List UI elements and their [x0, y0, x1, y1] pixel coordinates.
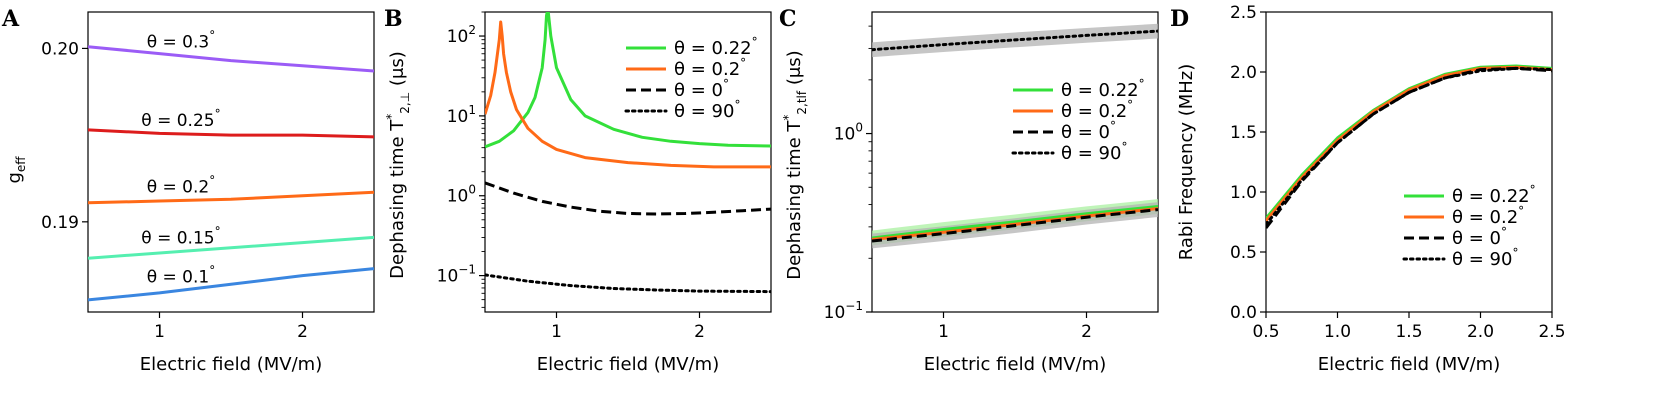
panel-d-legend-label: θ = 0°: [1452, 225, 1507, 249]
panel-d-xtick-label: 0.5: [1252, 322, 1279, 342]
panel-d-series-line: [1266, 65, 1552, 222]
panel-b-xtick-label: 2: [694, 322, 705, 342]
panel-d-ylabel: Rabi Frequency (MHz): [1176, 64, 1197, 261]
panel-c-letter: C: [779, 6, 797, 32]
panel-b-xlabel: Electric field (MV/m): [537, 354, 719, 375]
panel-c-series-line: [872, 208, 1158, 243]
panel-b-letter: B: [384, 6, 403, 32]
panel-c-ylabel-main: Dephasing time T: [784, 120, 805, 280]
panel-d-legend-label: θ = 0.22°: [1452, 183, 1536, 207]
panel-a-curve-label: θ = 0.25°: [141, 107, 220, 131]
panel-d-series-line: [1266, 66, 1552, 226]
panel-b-series-line: [485, 12, 771, 149]
panel-c-ticks: 1 2 10−1 100: [824, 25, 1092, 342]
panel-b-series: [485, 12, 771, 294]
panel-c-legend: θ = 0.22°θ = 0.2°θ = 0°θ = 90°: [1011, 77, 1145, 164]
panel-c: C 1 2 10−1 100 θ = 0.22°θ = 0.2°θ = 0°θ = 9…: [779, 6, 1159, 375]
panel-a-ylabel-sub: eff: [14, 156, 28, 172]
panel-a-letter: A: [1, 6, 20, 32]
panel-b-legend-label: θ = 0.22°: [674, 35, 758, 59]
panel-c-xtick-label: 2: [1081, 322, 1092, 342]
panel-a-series: θ = 0.3° θ = 0.25° θ = 0.2° θ = 0.15° θ = 0.…: [88, 29, 374, 302]
panel-a-ylabel-main: g: [4, 172, 25, 183]
panel-d: D 0.5 1.0 1.5 2.0 2.50.00.51.01.52.02.5 θ = …: [1170, 3, 1566, 375]
panel-b: B 1 2 10−1 100 101 102 θ = 0.22°θ = 0.2°θ = 0…: [384, 6, 772, 375]
panel-b-series-line: [485, 181, 771, 216]
panel-a-ytick-label: 0.19: [41, 213, 79, 233]
panel-a-curve-label: θ = 0.1°: [147, 263, 216, 287]
panel-b-frame: [484, 11, 772, 313]
panel-c-series-line: [872, 29, 1158, 52]
panel-d-ytick-label: 2.5: [1230, 3, 1257, 23]
panel-c-series: [872, 23, 1158, 249]
panel-a: A 1 20.190.20 θ = 0.3°θ = 0.25°θ = 0.2°θ …: [1, 6, 375, 375]
panel-c-legend-label: θ = 0.2°: [1061, 98, 1133, 122]
panel-d-ytick-label: 2.0: [1230, 63, 1257, 83]
panel-d-ytick-label: 1.5: [1230, 123, 1257, 143]
panel-a-xtick-label: 2: [297, 322, 308, 342]
panel-c-ylabel-sub: 2,tlf: [795, 90, 809, 114]
panel-d-series: [1266, 64, 1552, 229]
panel-b-legend-label: θ = 0°: [674, 77, 729, 101]
panel-a-curve-label: θ = 0.2°: [147, 173, 216, 197]
panel-a-ticks: 1 2 0.19 0.20: [41, 39, 308, 342]
panel-d-xlabel: Electric field (MV/m): [1318, 354, 1500, 375]
panel-c-ytick-label: 100: [834, 121, 863, 145]
panel-b-ytick-label: 100: [447, 183, 476, 207]
panel-b-xtick-label: 1: [551, 322, 562, 342]
panel-d-legend-label: θ = 90°: [1452, 246, 1518, 270]
panel-d-ytick-label: 1.0: [1230, 183, 1257, 203]
panel-d-legend-label: θ = 0.2°: [1452, 204, 1524, 228]
panel-b-legend-label: θ = 90°: [674, 98, 740, 122]
panel-b-ylabel-main: Dephasing time T: [387, 119, 408, 279]
panel-a-curve-label: θ = 0.15°: [141, 224, 220, 248]
panel-d-xtick-label: 2.0: [1467, 322, 1494, 342]
panel-b-series-line: [485, 20, 771, 169]
panel-c-xtick-label: 1: [938, 322, 949, 342]
panel-a-ylabel: geff: [4, 156, 28, 184]
panel-a-xlabel: Electric field (MV/m): [140, 354, 322, 375]
panel-d-ytick-label: 0.0: [1230, 303, 1257, 323]
panel-b-ytick-label: 101: [447, 103, 476, 127]
panel-b-ylabel-sub: 2,⊥: [398, 92, 412, 114]
panel-d-ytick-label: 0.5: [1230, 243, 1257, 263]
panel-a-series-line: [88, 45, 374, 73]
panel-c-ytick-label: 10−1: [824, 299, 863, 323]
panel-b-ytick-label: 10−1: [437, 263, 476, 287]
panel-a-series-line: [88, 190, 374, 205]
panel-a-frame: [87, 11, 375, 313]
panel-a-series-line: [88, 235, 374, 260]
panel-d-xtick-label: 1.5: [1395, 322, 1422, 342]
panel-d-letter: D: [1170, 6, 1189, 32]
panel-a-curve-label: θ = 0.3°: [147, 29, 216, 53]
panel-a-series-line: [88, 128, 374, 139]
panel-a-ytick-label: 0.20: [41, 39, 79, 59]
panel-c-ylabel: Dephasing time T*2,tlf (μs): [781, 50, 809, 279]
panel-b-ticks: 1 2 10−1 100 101 102: [437, 11, 705, 342]
panel-a-xtick-label: 1: [154, 322, 165, 342]
panel-b-ylabel-sup: *: [384, 114, 398, 120]
panel-c-xlabel: Electric field (MV/m): [924, 354, 1106, 375]
panel-b-series-line: [485, 273, 771, 294]
panel-b-legend: θ = 0.22°θ = 0.2°θ = 0°θ = 90°: [624, 35, 758, 122]
panel-b-legend-label: θ = 0.2°: [674, 56, 746, 80]
panel-a-series-line: [88, 267, 374, 302]
panel-c-legend-label: θ = 90°: [1061, 140, 1127, 164]
panel-c-series-line: [872, 205, 1158, 240]
panel-d-xtick-label: 1.0: [1324, 322, 1351, 342]
panel-c-legend-label: θ = 0°: [1061, 119, 1116, 143]
panel-b-ylabel: Dephasing time T*2,⊥ (μs): [384, 51, 412, 279]
panel-d-legend: θ = 0.22°θ = 0.2°θ = 0°θ = 90°: [1402, 183, 1536, 270]
panel-c-frame: [871, 11, 1159, 313]
panel-c-ylabel-sup: *: [781, 115, 795, 121]
panel-b-ylabel-unit: (μs): [387, 51, 408, 92]
panel-c-legend-label: θ = 0.22°: [1061, 77, 1145, 101]
panel-d-xtick-label: 2.5: [1538, 322, 1565, 342]
panel-b-ytick-label: 102: [447, 23, 476, 47]
panel-c-ylabel-unit: (μs): [784, 50, 805, 91]
panel-d-ticks: 0.5 1.0 1.5 2.0 2.50.00.51.01.52.02.5: [1230, 3, 1566, 342]
